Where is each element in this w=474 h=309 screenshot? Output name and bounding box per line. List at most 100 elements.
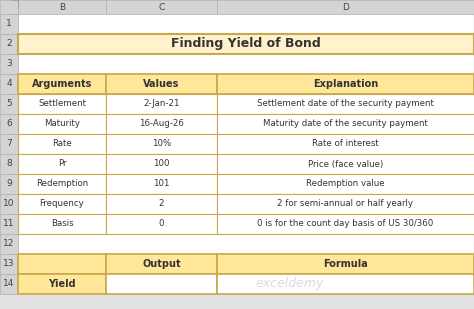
Text: Price (face value): Price (face value) — [308, 159, 383, 168]
Bar — [106, 154, 217, 174]
Bar — [0, 254, 18, 274]
Text: Maturity: Maturity — [44, 120, 80, 129]
Bar — [217, 274, 474, 294]
Bar — [106, 174, 217, 194]
Bar — [106, 114, 217, 134]
Text: C: C — [158, 2, 164, 11]
Bar — [18, 94, 106, 114]
Bar — [106, 214, 217, 234]
Text: Frequency: Frequency — [40, 200, 84, 209]
Bar — [0, 54, 18, 74]
Text: 3: 3 — [6, 60, 12, 69]
Text: 1: 1 — [6, 19, 12, 28]
Bar — [106, 254, 217, 274]
Text: 11: 11 — [3, 219, 15, 228]
Text: 4: 4 — [6, 79, 12, 88]
Bar — [106, 274, 217, 294]
Text: 2: 2 — [6, 40, 12, 49]
Bar — [18, 54, 474, 74]
Bar — [0, 174, 18, 194]
Text: 2: 2 — [159, 200, 164, 209]
Text: Finding Yield of Bond: Finding Yield of Bond — [171, 37, 321, 50]
Text: 2-Jan-21: 2-Jan-21 — [143, 99, 180, 108]
Bar — [217, 174, 474, 194]
Text: 12: 12 — [3, 239, 15, 248]
Bar — [18, 74, 474, 94]
Bar — [18, 174, 106, 194]
Bar — [18, 34, 474, 54]
Bar — [18, 14, 474, 34]
Text: Arguments: Arguments — [32, 79, 92, 89]
Bar — [18, 234, 474, 254]
Bar — [18, 154, 474, 174]
Text: 0 is for the count day basis of US 30/360: 0 is for the count day basis of US 30/36… — [257, 219, 434, 228]
Bar — [0, 214, 18, 234]
Bar — [18, 254, 474, 274]
Bar — [18, 134, 474, 154]
Text: D: D — [342, 2, 349, 11]
Text: Settlement: Settlement — [38, 99, 86, 108]
Text: Rate of interest: Rate of interest — [312, 139, 379, 149]
Bar — [0, 234, 18, 254]
Text: 100: 100 — [153, 159, 170, 168]
Bar — [106, 194, 217, 214]
Text: B: B — [59, 2, 65, 11]
Bar — [0, 114, 18, 134]
Bar — [0, 154, 18, 174]
Bar — [18, 174, 474, 194]
Bar — [217, 74, 474, 94]
Bar — [0, 14, 18, 34]
Bar — [18, 34, 474, 54]
Bar — [217, 154, 474, 174]
Bar — [18, 274, 106, 294]
Bar — [217, 134, 474, 154]
Text: Output: Output — [142, 259, 181, 269]
Bar — [18, 0, 106, 14]
Text: 101: 101 — [153, 180, 170, 188]
Bar — [0, 0, 18, 14]
Text: 0: 0 — [159, 219, 164, 228]
Bar — [18, 214, 106, 234]
Bar — [0, 34, 18, 54]
Text: 10: 10 — [3, 200, 15, 209]
Bar — [0, 94, 18, 114]
Bar — [18, 114, 474, 134]
Text: 8: 8 — [6, 159, 12, 168]
Text: Maturity date of the security payment: Maturity date of the security payment — [263, 120, 428, 129]
Text: 10%: 10% — [152, 139, 171, 149]
Text: 13: 13 — [3, 260, 15, 269]
Text: Redemption: Redemption — [36, 180, 88, 188]
Bar — [0, 274, 18, 294]
Bar — [18, 114, 106, 134]
Bar — [217, 114, 474, 134]
Bar — [217, 94, 474, 114]
Bar — [18, 134, 106, 154]
Text: 2 for semi-annual or half yearly: 2 for semi-annual or half yearly — [277, 200, 413, 209]
Bar — [106, 94, 217, 114]
Text: Redemption value: Redemption value — [306, 180, 385, 188]
Text: Formula: Formula — [323, 259, 368, 269]
Bar — [18, 214, 474, 234]
Text: Pr: Pr — [58, 159, 66, 168]
Text: 6: 6 — [6, 120, 12, 129]
Text: Rate: Rate — [52, 139, 72, 149]
Text: 14: 14 — [3, 280, 15, 289]
Text: 5: 5 — [6, 99, 12, 108]
Text: 9: 9 — [6, 180, 12, 188]
Bar — [217, 214, 474, 234]
Bar — [0, 194, 18, 214]
Bar — [106, 0, 217, 14]
Bar — [0, 134, 18, 154]
Bar — [18, 94, 474, 114]
Text: 7: 7 — [6, 139, 12, 149]
Bar — [217, 254, 474, 274]
Text: Explanation: Explanation — [313, 79, 378, 89]
Bar — [18, 274, 474, 294]
Text: Values: Values — [143, 79, 180, 89]
Bar — [106, 74, 217, 94]
Text: Yield: Yield — [48, 279, 76, 289]
Bar — [18, 194, 106, 214]
Text: Settlement date of the security payment: Settlement date of the security payment — [257, 99, 434, 108]
Text: Basis: Basis — [51, 219, 73, 228]
Bar — [18, 254, 106, 274]
